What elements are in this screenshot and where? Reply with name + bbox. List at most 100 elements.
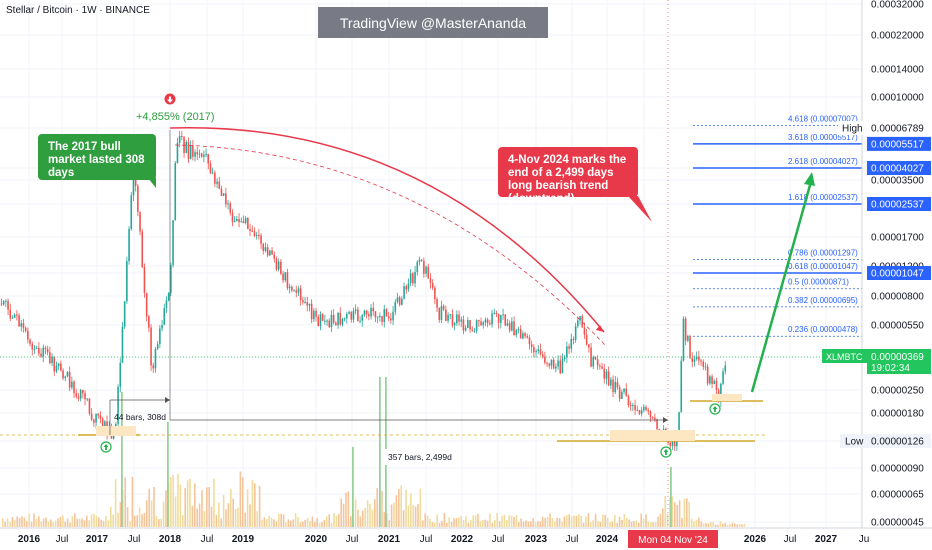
volume-bar (671, 496, 674, 527)
candle (372, 307, 375, 312)
candle (253, 231, 256, 236)
candle (676, 440, 678, 447)
candle (482, 322, 485, 326)
volume-bar (376, 488, 378, 527)
candle (16, 314, 18, 316)
volume-bar (254, 483, 256, 527)
candle (634, 405, 636, 410)
candle (148, 316, 150, 328)
volume-bar (201, 490, 203, 527)
candle (546, 362, 548, 364)
volume-spike (670, 467, 672, 527)
time-tick: 2022 (451, 534, 474, 545)
price-tick: 0.00000250 (871, 386, 924, 397)
price-tag (867, 266, 931, 280)
volume-spike (121, 392, 123, 527)
volume-bar (179, 484, 182, 527)
candle (64, 376, 67, 379)
candle (563, 357, 566, 359)
volume-bar (398, 489, 400, 527)
time-tick: Jul (784, 534, 797, 545)
candle (475, 320, 478, 331)
volume-bar (158, 519, 160, 527)
candle (262, 243, 265, 251)
volume-bar (93, 513, 95, 527)
candle (478, 320, 480, 322)
bull-market-note: The 2017 bull market lasted 308 days (38, 134, 156, 180)
candle (486, 319, 489, 324)
volume-bar (304, 519, 306, 527)
note-pointer-green (148, 178, 156, 188)
time-tick: Jul (420, 534, 433, 545)
volume-bar (131, 476, 134, 527)
price-tick: 0.00022000 (871, 31, 924, 42)
volume-bar (249, 504, 251, 527)
volume-bar (90, 514, 93, 527)
price-tick: 0.00003500 (871, 176, 924, 187)
candle (132, 167, 135, 196)
volume-bar (520, 518, 522, 527)
candle (583, 327, 586, 335)
candle (154, 348, 157, 369)
volume-bar (30, 521, 33, 527)
high-tag-bg (838, 121, 931, 135)
volume-bar (695, 520, 698, 527)
volume-bar (278, 513, 280, 527)
candle (484, 319, 487, 323)
time-tick: 2021 (378, 534, 401, 545)
volume-bar (474, 515, 477, 527)
volume-bar (455, 518, 458, 527)
candle (40, 353, 42, 357)
volume-bar (549, 513, 551, 527)
candle (128, 228, 130, 262)
target-arrowhead (804, 172, 815, 186)
candle (68, 372, 71, 388)
volume-bar (650, 522, 652, 527)
volume-bar (218, 502, 220, 527)
candle (559, 360, 562, 374)
candle (286, 272, 289, 289)
volume-bar (282, 514, 285, 527)
volume-bar (484, 519, 486, 527)
candle (495, 313, 498, 315)
volume-bar (165, 490, 167, 527)
price-candles (0, 130, 727, 452)
candle (557, 360, 559, 367)
volume-bar (657, 516, 659, 527)
down-arrow-glyph (167, 96, 173, 103)
candle (671, 439, 674, 446)
volume-bar (647, 521, 650, 527)
volume-bar (285, 522, 287, 527)
price-tag-label: 0.00002537 (871, 200, 924, 211)
volume-bar (340, 498, 342, 527)
volume-bar (314, 522, 316, 527)
candle (260, 235, 262, 244)
candle (31, 343, 34, 350)
volume-bar (563, 516, 566, 527)
candle (121, 326, 124, 363)
candle (335, 322, 337, 326)
candle (533, 346, 535, 353)
volume-bar (206, 487, 208, 527)
candle (163, 308, 166, 326)
fib-label: 0.236 (0.00000478) (788, 325, 858, 334)
volume-bar (614, 514, 616, 527)
candle (244, 218, 247, 223)
candle (275, 258, 278, 270)
candle (550, 359, 553, 366)
candle (7, 300, 9, 310)
candle (414, 271, 416, 284)
volume-bar (381, 490, 383, 527)
volume-bar (681, 517, 683, 527)
volume-bar (294, 513, 297, 527)
candle (447, 314, 449, 321)
candle (429, 278, 432, 283)
candle (77, 396, 80, 399)
volume-bar (698, 517, 700, 527)
candle (84, 393, 86, 400)
candle (233, 221, 236, 223)
volume-bar (592, 520, 594, 527)
candle (434, 287, 436, 300)
watermark: TradingView @MasterAnanda (318, 7, 548, 38)
